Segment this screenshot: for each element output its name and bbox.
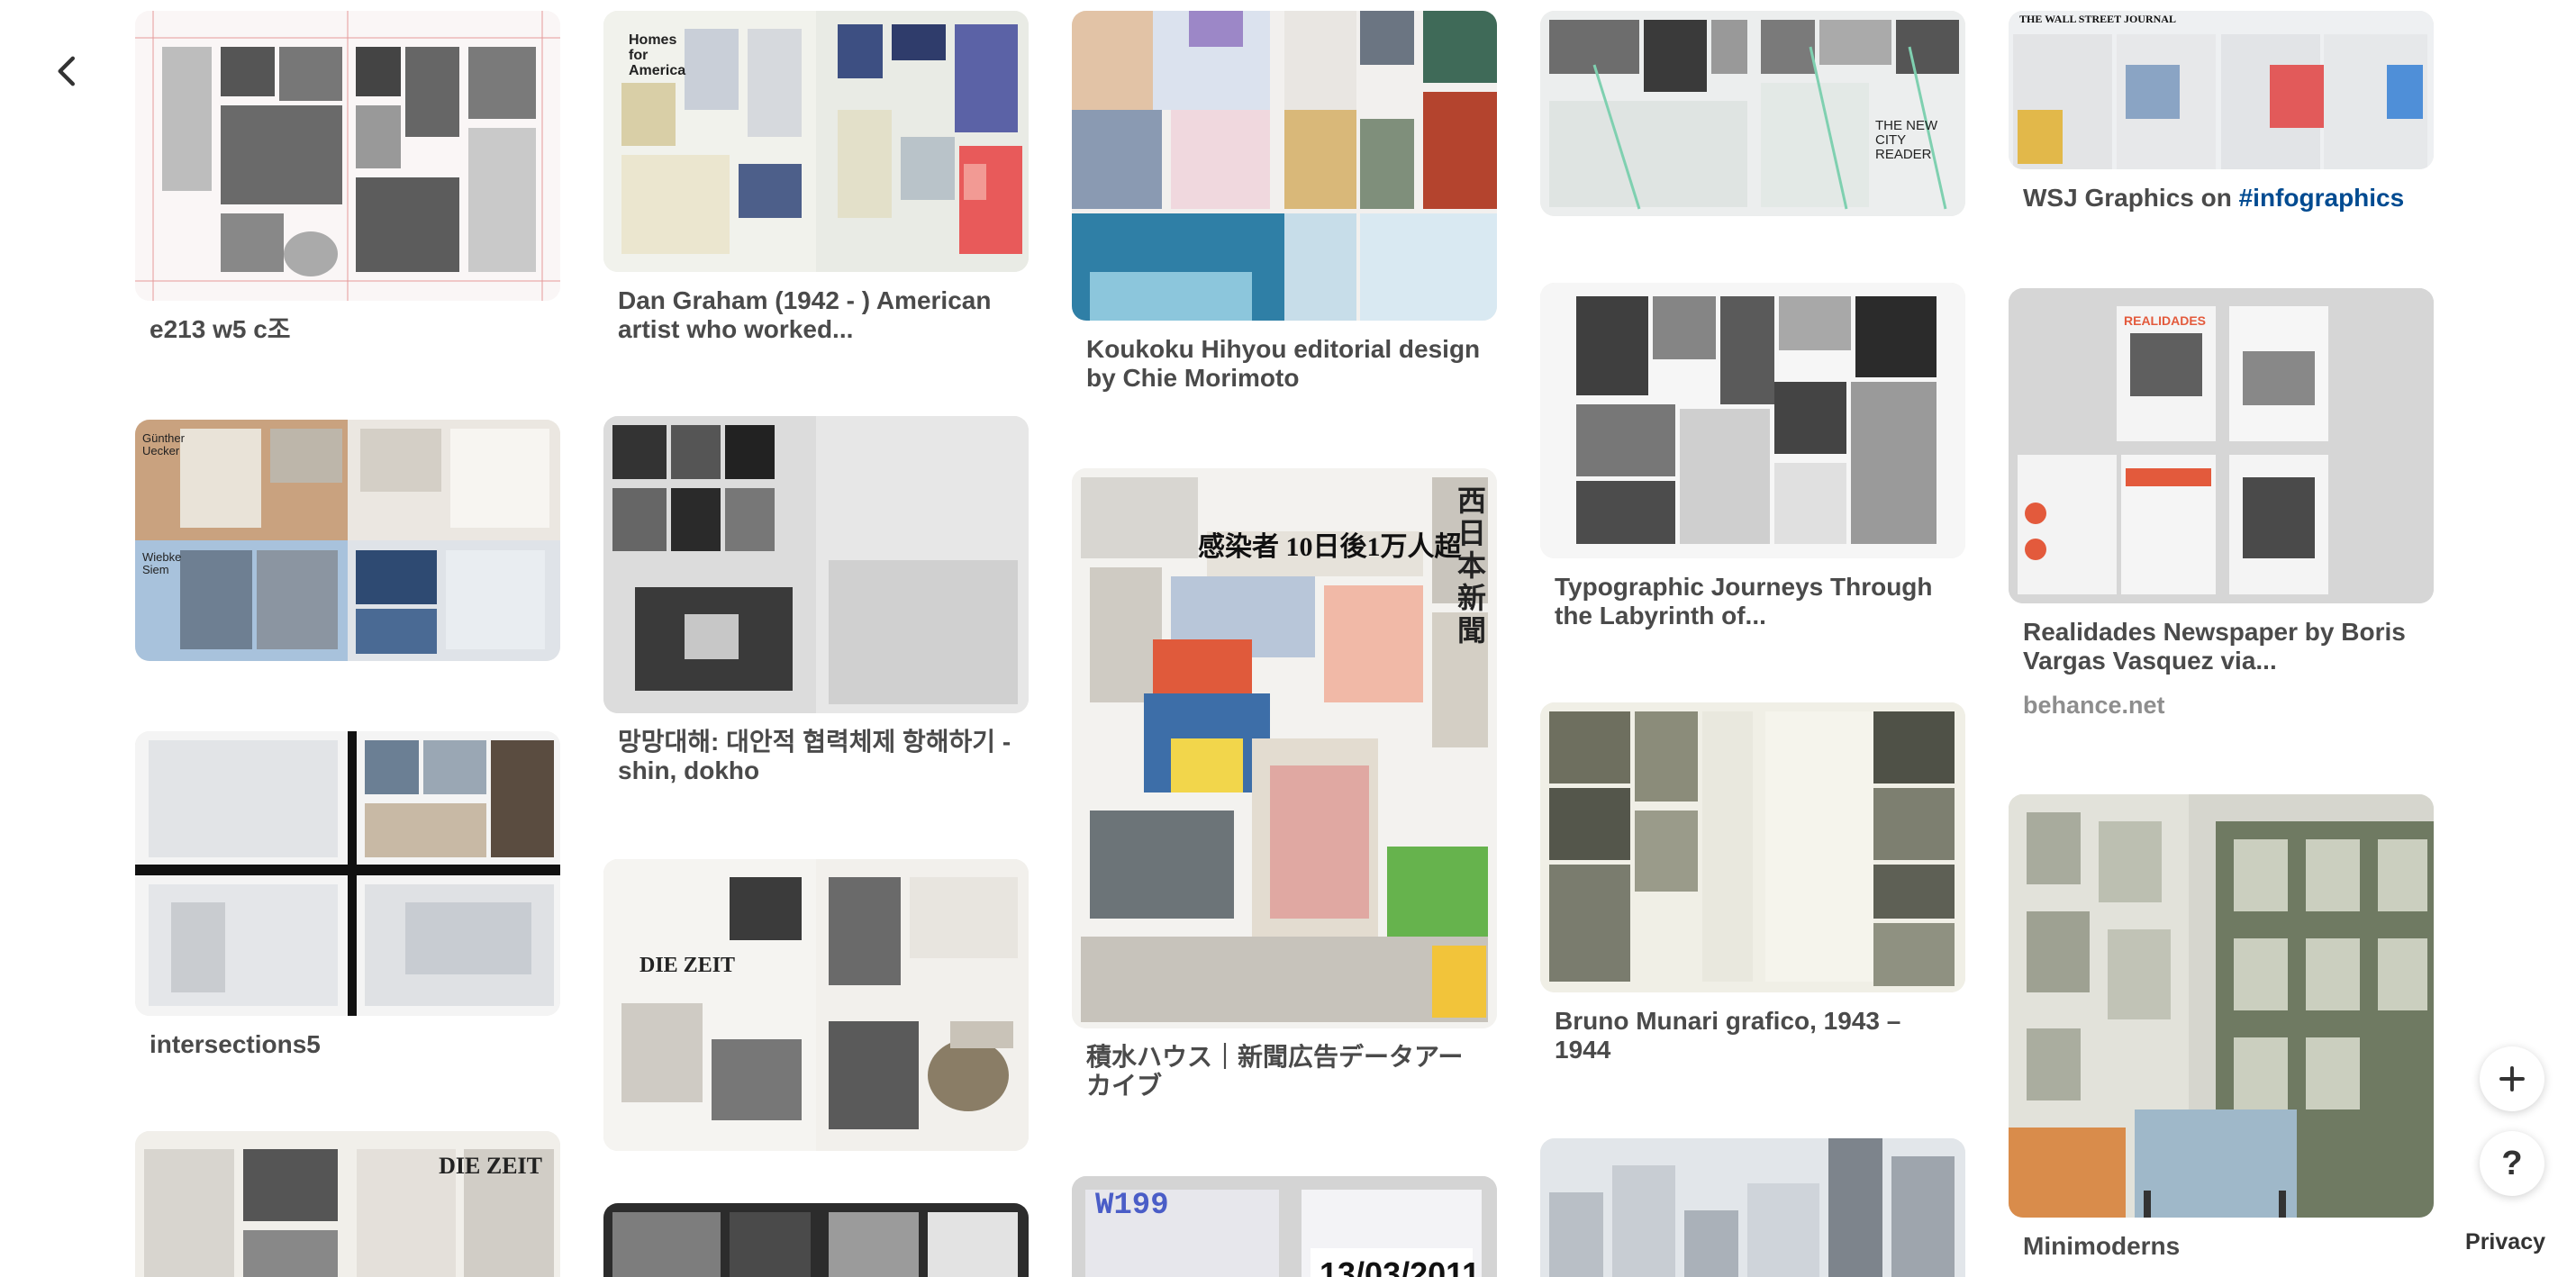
- pin-title: Typographic Journeys Through the Labyrin…: [1555, 573, 1933, 629]
- pin-image[interactable]: DIE ZEIT: [135, 1131, 560, 1277]
- pin-image-masthead: REALIDADES: [2124, 313, 2207, 328]
- pin-image[interactable]: [1540, 1138, 1965, 1277]
- pin-card[interactable]: THE NEW CITY READER: [1540, 11, 1965, 216]
- pin-card[interactable]: REALIDADES Realidades Newspaper by Boris…: [2009, 288, 2434, 720]
- pin-card[interactable]: 西日本新聞 感染者 10日後1万人超 積水ハウス｜新聞広告データアーカイブ: [1072, 468, 1497, 1100]
- pin-card[interactable]: intersections5: [135, 731, 560, 1059]
- pin-card[interactable]: W199 13/03/2011: [1072, 1176, 1497, 1277]
- pin-card[interactable]: Günther Uecker Wiebke Siem: [135, 420, 560, 661]
- pin-image[interactable]: [603, 1203, 1029, 1277]
- pin-title: Realidades Newspaper by Boris Vargas Vas…: [2023, 618, 2406, 675]
- pin-card[interactable]: Koukoku Hihyou editorial design by Chie …: [1072, 11, 1497, 393]
- pin-title: intersections5: [150, 1030, 321, 1058]
- pin-title: Koukoku Hihyou editorial design by Chie …: [1086, 335, 1481, 392]
- pin-card[interactable]: [1540, 1138, 1965, 1277]
- pin-image-caption: THE NEW CITY READER: [1875, 118, 1938, 162]
- pin-image[interactable]: REALIDADES: [2009, 288, 2434, 603]
- pin-card[interactable]: Bruno Munari grafico, 1943 – 1944: [1540, 702, 1965, 1064]
- pin-title: Dan Graham (1942 - ) American artist who…: [618, 286, 992, 343]
- pin-image[interactable]: Günther Uecker Wiebke Siem: [135, 420, 560, 661]
- pin-image[interactable]: [1540, 702, 1965, 992]
- hashtag-link[interactable]: #infographics: [2238, 184, 2405, 212]
- pin-card[interactable]: 망망대해: 대안적 협력체제 항해하기 - shin, dokho: [603, 416, 1029, 785]
- pin-card[interactable]: Typographic Journeys Through the Labyrin…: [1540, 283, 1965, 630]
- pin-title: e213 w5 c조: [150, 315, 291, 343]
- pin-title: Bruno Munari grafico, 1943 – 1944: [1555, 1007, 1901, 1064]
- pin-card[interactable]: [603, 1203, 1029, 1277]
- help-icon: ?: [2501, 1144, 2523, 1182]
- pin-image[interactable]: DIE ZEIT: [603, 859, 1029, 1151]
- pin-card[interactable]: THE WALL STREET JOURNAL WSJ Graphics on …: [2009, 11, 2434, 213]
- help-button[interactable]: ?: [2480, 1131, 2544, 1196]
- pin-image[interactable]: THE WALL STREET JOURNAL: [2009, 11, 2434, 169]
- pin-card[interactable]: Minimoderns: [2009, 794, 2434, 1261]
- pin-image[interactable]: THE NEW CITY READER: [1540, 11, 1965, 216]
- privacy-link[interactable]: Privacy: [2458, 1226, 2553, 1259]
- pin-image-masthead: DIE ZEIT: [439, 1153, 542, 1179]
- pin-image-headline: 感染者 10日後1万人超: [1198, 532, 1462, 562]
- pin-image[interactable]: [2009, 794, 2434, 1218]
- pin-image-masthead: THE WALL STREET JOURNAL: [2019, 13, 2176, 25]
- chevron-left-icon: [58, 56, 76, 86]
- pin-image[interactable]: [1540, 283, 1965, 558]
- pin-image-caption: Wiebke Siem: [142, 550, 182, 576]
- pin-title: Minimoderns: [2023, 1232, 2181, 1260]
- pin-image[interactable]: [1072, 11, 1497, 321]
- pin-image[interactable]: 西日本新聞 感染者 10日後1万人超: [1072, 468, 1497, 1028]
- pin-card[interactable]: DIE ZEIT: [135, 1131, 560, 1277]
- pin-card[interactable]: Homes for America Dan Graham (1942 - ) A…: [603, 11, 1029, 344]
- pin-title: 망망대해: 대안적 협력체제 항해하기 - shin, dokho: [618, 728, 1011, 784]
- pin-image-caption: Homes for America: [629, 32, 686, 78]
- pin-title: WSJ Graphics on #infographics: [2023, 184, 2405, 212]
- pin-image[interactable]: [135, 11, 560, 301]
- add-button[interactable]: [2480, 1046, 2544, 1111]
- pin-image-masthead: DIE ZEIT: [639, 954, 736, 977]
- pin-image-caption: Günther Uecker: [142, 431, 185, 457]
- back-button[interactable]: [36, 40, 99, 103]
- pin-image[interactable]: W199 13/03/2011: [1072, 1176, 1497, 1277]
- plus-icon: [2499, 1066, 2525, 1091]
- pin-image-caption: W199: [1095, 1189, 1169, 1223]
- pin-image-caption: 13/03/2011: [1320, 1255, 1481, 1277]
- pin-image[interactable]: [603, 416, 1029, 713]
- pin-domain[interactable]: behance.net: [2023, 692, 2165, 719]
- pin-image[interactable]: Homes for America: [603, 11, 1029, 272]
- pin-title: 積水ハウス｜新聞広告データアーカイブ: [1086, 1043, 1464, 1100]
- pin-card[interactable]: DIE ZEIT: [603, 859, 1029, 1151]
- pin-card[interactable]: e213 w5 c조: [135, 11, 560, 344]
- pin-image[interactable]: [135, 731, 560, 1016]
- pin-image-masthead: 西日本新聞: [1457, 485, 1487, 647]
